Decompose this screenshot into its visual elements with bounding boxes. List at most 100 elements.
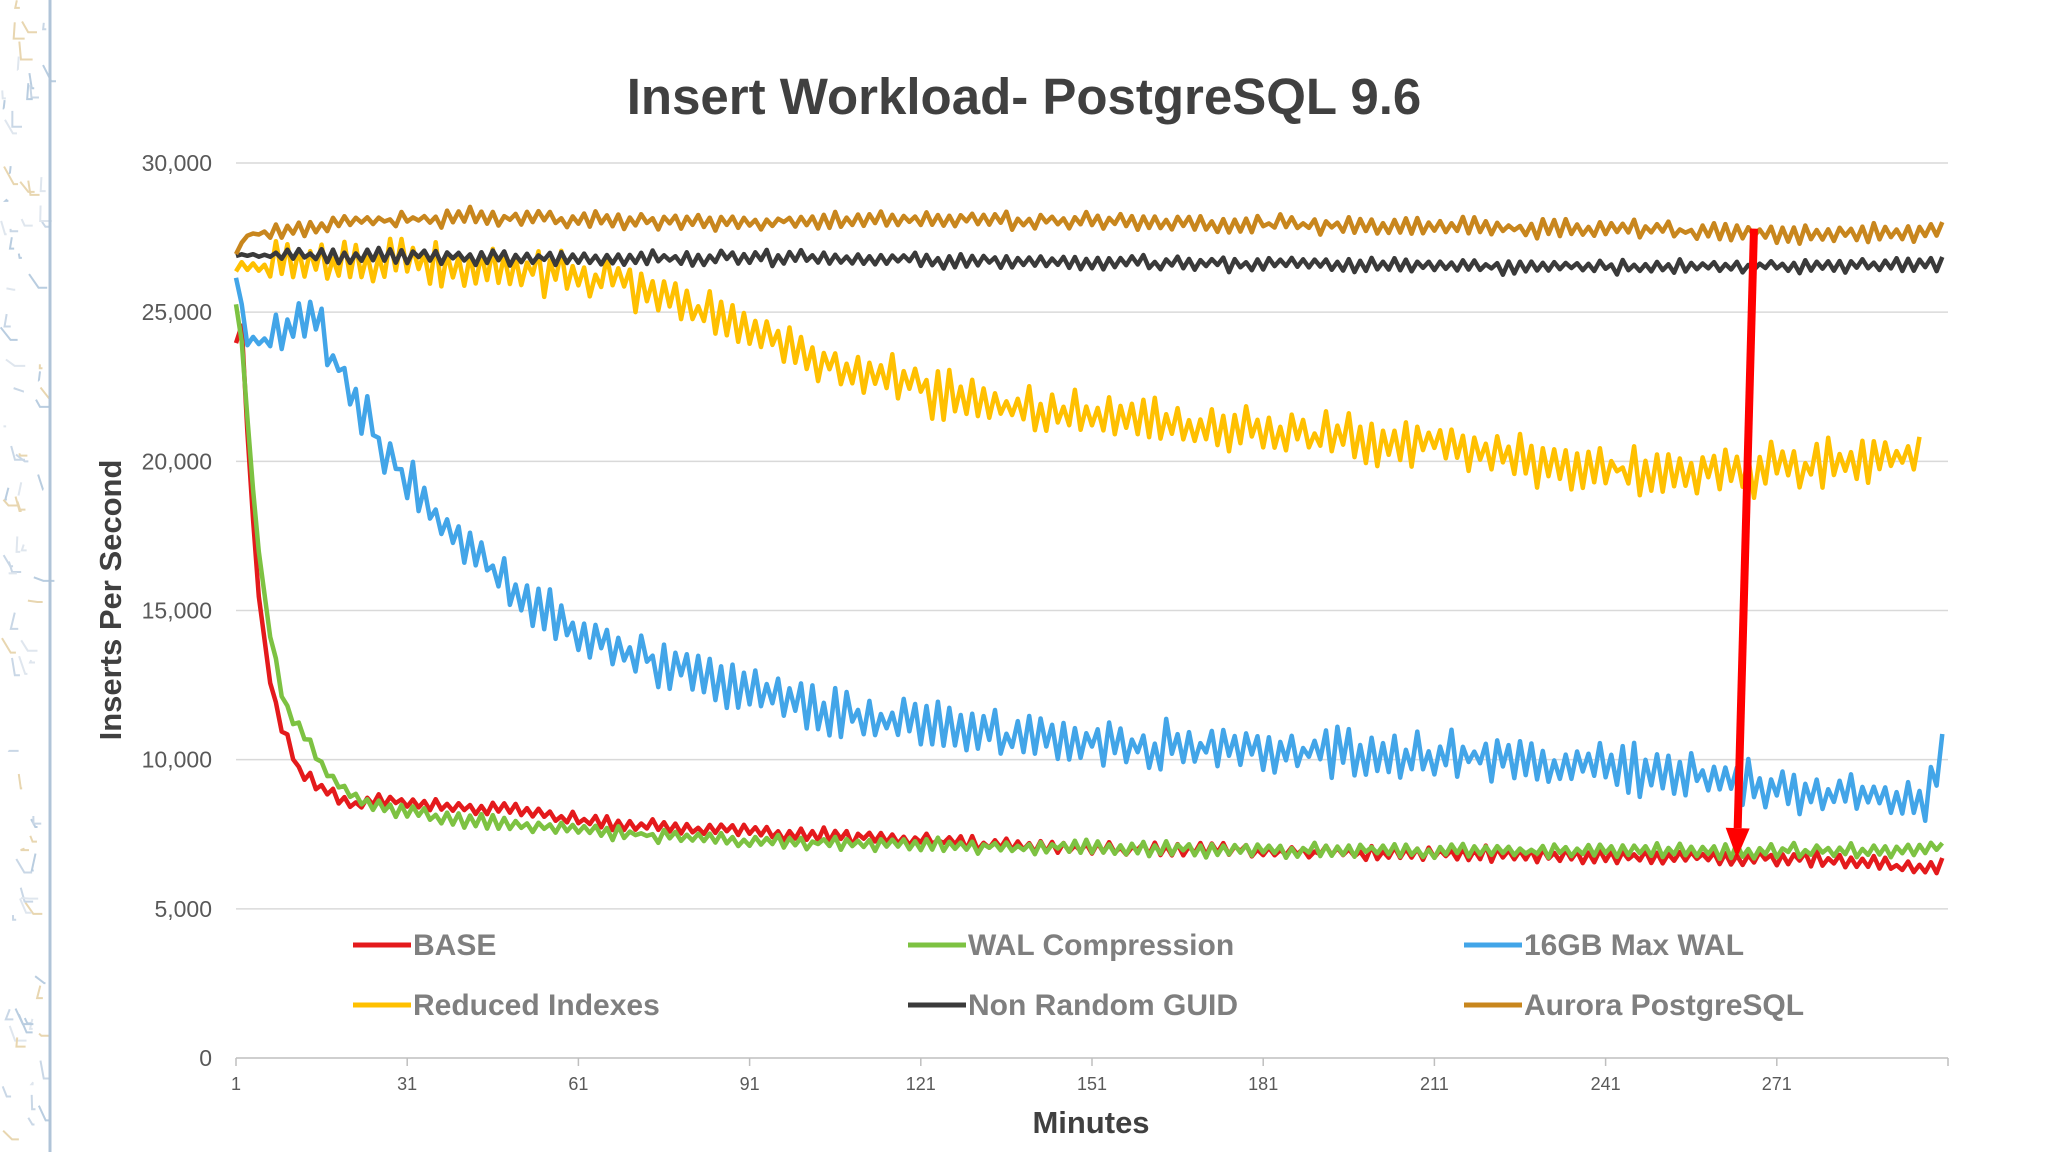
- series-line: [234, 236, 1922, 501]
- y-tick-label: 20,000: [142, 448, 212, 474]
- pattern-stroke: [20, 218, 33, 227]
- pattern-stroke: [18, 452, 28, 457]
- legend-label: BASE: [413, 929, 496, 962]
- pattern-stroke: [7, 749, 19, 752]
- pattern-stroke: [37, 474, 44, 491]
- y-tick-label: 15,000: [142, 598, 212, 624]
- legend: BASE WAL Compression 16GB Max WAL Reduced I…: [353, 929, 1804, 1022]
- pattern-stroke: [19, 181, 35, 193]
- pattern-stroke: [39, 205, 52, 222]
- pattern-stroke: [42, 22, 47, 31]
- legend-label: Reduced Indexes: [413, 989, 660, 1022]
- series-line: [235, 245, 1945, 277]
- pattern-stroke: [29, 835, 37, 843]
- pattern-stroke: [35, 399, 49, 408]
- legend-label: WAL Compression: [968, 929, 1234, 962]
- pattern-stroke: [28, 273, 48, 289]
- x-tick-label: 151: [1077, 1074, 1107, 1094]
- pattern-stroke: [14, 496, 22, 512]
- pattern-stroke: [1, 90, 6, 100]
- pattern-stroke: [0, 220, 7, 236]
- pattern-stroke: [11, 657, 20, 677]
- pattern-stroke: [15, 536, 21, 553]
- pattern-stroke: [3, 198, 9, 202]
- pattern-stroke: [32, 815, 42, 825]
- series-line: [233, 303, 1945, 862]
- pattern-stroke: [28, 72, 35, 90]
- annotation-arrow-head: [1725, 827, 1750, 859]
- y-axis-ticks: 0 5,000 10,000 15,000 20,000 25,000 30,000: [142, 150, 212, 1071]
- y-tick-label: 25,000: [142, 299, 212, 325]
- y-tick-label: 10,000: [142, 747, 212, 773]
- series-line: [233, 204, 1945, 256]
- pattern-stroke: [0, 326, 18, 341]
- pattern-stroke: [17, 1014, 33, 1034]
- pattern-stroke: [11, 915, 17, 921]
- pattern-stroke: [30, 1094, 36, 1111]
- pattern-stroke: [13, 387, 24, 393]
- pattern-stroke: [2, 499, 20, 507]
- pattern-stroke: [38, 364, 43, 370]
- pattern-stroke: [26, 83, 33, 101]
- pattern-stroke: [6, 287, 16, 291]
- pattern-stroke: [9, 612, 19, 630]
- pattern-stroke: [17, 253, 22, 259]
- pattern-stroke: [23, 1017, 32, 1025]
- pattern-stroke: [1, 1085, 12, 1098]
- pattern-stroke: [12, 22, 25, 40]
- pattern-stroke: [16, 56, 20, 71]
- pattern-stroke: [2, 1129, 19, 1141]
- pattern-stroke: [3, 313, 11, 328]
- pattern-stroke: [41, 221, 50, 228]
- x-tick-label: 271: [1762, 1074, 1792, 1094]
- pattern-stroke: [3, 166, 19, 186]
- legend-label: Aurora PostgreSQL: [1524, 989, 1804, 1022]
- series-lines: [233, 204, 1945, 876]
- pattern-stroke: [27, 180, 40, 196]
- pattern-stroke: [2, 99, 6, 110]
- pattern-stroke: [8, 572, 17, 575]
- pattern-stroke: [19, 887, 34, 903]
- pattern-stroke: [21, 20, 37, 34]
- pattern-stroke: [8, 1025, 27, 1042]
- pattern-stroke: [29, 1081, 35, 1086]
- pattern-stroke: [17, 773, 23, 790]
- x-tick-label: 241: [1591, 1074, 1621, 1094]
- x-tick-label: 1: [231, 1074, 241, 1094]
- x-tick-label: 121: [906, 1074, 936, 1094]
- x-tick-label: 91: [740, 1074, 760, 1094]
- annotation-arrow-shaft: [1733, 228, 1758, 829]
- pattern-stroke: [21, 897, 39, 900]
- gridlines: [236, 162, 1948, 1059]
- pattern-stroke: [28, 659, 35, 664]
- annotations: [1725, 228, 1758, 859]
- pattern-stroke: [27, 599, 43, 603]
- pattern-stroke: [4, 1008, 14, 1021]
- pattern-stroke: [4, 487, 10, 501]
- x-tick-label: 211: [1420, 1074, 1449, 1094]
- pattern-stroke: [29, 85, 39, 99]
- chart-title: Insert Workload- PostgreSQL 9.6: [627, 68, 1421, 125]
- legend-label: Non Random GUID: [968, 989, 1238, 1022]
- x-axis-title: Minutes: [1032, 1105, 1149, 1140]
- pattern-stroke: [15, 858, 33, 874]
- pattern-stroke: [20, 847, 29, 852]
- pattern-stroke: [9, 228, 19, 233]
- pattern-stroke: [37, 371, 42, 382]
- pattern-stroke: [18, 41, 33, 61]
- pattern-stroke: [1, 637, 16, 654]
- pattern-stroke: [5, 358, 26, 367]
- pattern-stroke: [2, 554, 14, 568]
- pattern-stroke: [27, 1117, 35, 1126]
- y-tick-label: 5,000: [154, 896, 212, 922]
- pattern-stroke: [4, 119, 17, 135]
- pattern-stroke: [28, 1018, 34, 1030]
- pattern-stroke: [20, 544, 27, 552]
- series-line: [233, 277, 1945, 824]
- pattern-stroke: [8, 237, 15, 250]
- pattern-stroke: [10, 445, 26, 461]
- x-axis-ticks: 1 31 61 91 121 151 181 211 241 271: [231, 1058, 1949, 1094]
- pattern-stroke: [39, 177, 46, 193]
